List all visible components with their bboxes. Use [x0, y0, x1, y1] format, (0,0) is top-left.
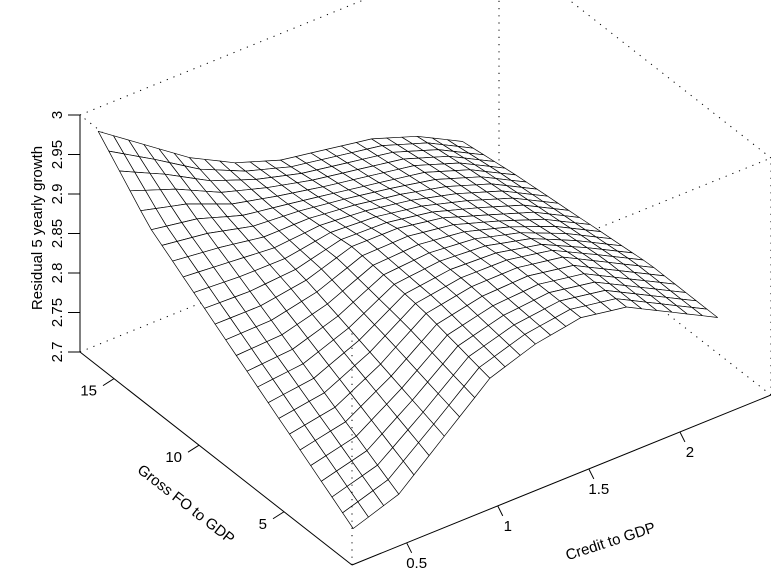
x-axis-tick [497, 505, 504, 517]
z-tick-label: 2.75 [49, 298, 66, 327]
surface-facet [342, 501, 369, 529]
y-tick-label: 5 [259, 516, 267, 533]
box-edge-back-top [79, 0, 365, 116]
y-tick-label: 15 [80, 383, 97, 400]
y-axis-tick [187, 444, 200, 453]
y-axis-title: Gross FO to GDP [134, 461, 238, 547]
x-axis-tick [406, 542, 413, 554]
x-tick-label: 1.5 [588, 481, 609, 498]
z-tick-label: 2.85 [49, 219, 66, 248]
x-tick-label: 2 [686, 444, 694, 461]
y-axis-tick [102, 378, 115, 387]
y-tick-label: 10 [165, 449, 182, 466]
z-tick-label: 3 [49, 111, 66, 119]
x-tick-label: 0.5 [406, 555, 427, 569]
axes: 0.5 1 1.5 2 5 10 15 2.7 2.75 2.8 2.85 2.9 2.95 3 [49, 111, 771, 569]
x-axis-title: Credit to GDP [564, 519, 658, 564]
x-axis-tick [588, 468, 595, 480]
y-axis-tick [272, 511, 285, 520]
box-edge-right-top [568, 0, 771, 159]
z-axis-title: Residual 5 yearly growth [29, 146, 46, 310]
z-tick-label: 2.9 [49, 184, 66, 205]
x-axis-tick [679, 431, 686, 443]
z-tick-label: 2.95 [49, 140, 66, 169]
x-tick-label: 1 [504, 518, 512, 535]
z-tick-label: 2.7 [49, 342, 66, 363]
y-axis-line [79, 351, 353, 566]
x-axis-line [351, 394, 771, 566]
surface-mesh [97, 130, 718, 529]
z-tick-label: 2.8 [49, 263, 66, 284]
